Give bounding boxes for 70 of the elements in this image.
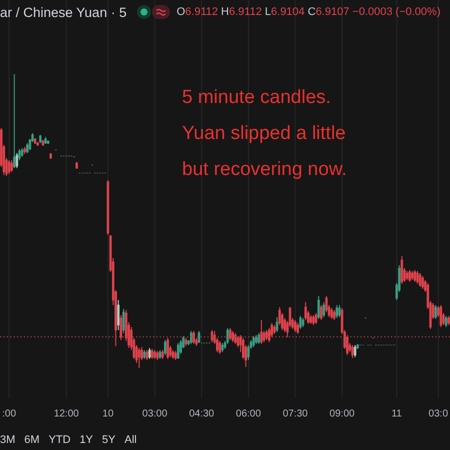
x-tick-label: 07:30 bbox=[282, 408, 308, 420]
candlestick bbox=[117, 300, 120, 331]
candlestick bbox=[418, 272, 422, 288]
text: 1Y bbox=[80, 434, 94, 447]
candlestick bbox=[232, 330, 234, 343]
candlestick bbox=[421, 275, 424, 290]
candlestick bbox=[218, 340, 221, 354]
candlestick bbox=[260, 320, 263, 344]
candlestick bbox=[336, 304, 338, 319]
candlestick bbox=[400, 255, 404, 284]
candlestick bbox=[13, 74, 16, 169]
candlestick bbox=[330, 308, 333, 320]
candlestick bbox=[229, 328, 232, 341]
candlestick bbox=[164, 340, 166, 356]
candlestick bbox=[354, 344, 356, 358]
candlestick bbox=[302, 318, 304, 328]
text: 6M bbox=[24, 434, 40, 447]
candlestick bbox=[448, 315, 450, 326]
x-tick-label: 03:00 bbox=[142, 408, 168, 420]
text: All bbox=[124, 434, 137, 447]
candlestick bbox=[221, 342, 224, 353]
chart-title: ar / Chinese Yuan · 5 bbox=[0, 4, 127, 20]
candlestick bbox=[408, 270, 411, 282]
candlestick bbox=[304, 302, 307, 321]
candlestick bbox=[322, 302, 326, 318]
candlestick bbox=[333, 310, 336, 321]
candlestick bbox=[414, 270, 416, 282]
text: 3M bbox=[0, 434, 16, 447]
candlestick bbox=[138, 348, 140, 368]
candlestick bbox=[296, 322, 300, 334]
candlestick bbox=[325, 295, 328, 313]
candlestick bbox=[176, 342, 180, 360]
candlestick bbox=[411, 270, 414, 281]
text: O6.9112 H6.9112 L6.9104 C6.9107 −0.0003 (−0.00%) bbox=[176, 6, 440, 18]
candlestick bbox=[434, 304, 437, 320]
candlestick bbox=[406, 270, 408, 281]
candlestick bbox=[16, 152, 18, 169]
candlestick bbox=[294, 320, 296, 333]
candlestick bbox=[174, 350, 177, 361]
candlestick bbox=[166, 338, 169, 360]
candlestick bbox=[278, 306, 281, 326]
x-tick-label: 11 bbox=[391, 408, 402, 420]
candlestick bbox=[265, 330, 268, 341]
candlestick bbox=[252, 335, 255, 348]
candlestick bbox=[156, 350, 159, 361]
x-tick-label: 03:0 bbox=[428, 408, 448, 420]
candlestick bbox=[270, 322, 274, 338]
x-tick-label: 10 bbox=[102, 408, 114, 420]
candlestick bbox=[192, 330, 195, 344]
x-tick-label: :00 bbox=[2, 408, 16, 420]
text: 5Y bbox=[102, 434, 116, 447]
candlestick bbox=[320, 304, 322, 321]
annotation: 5 minute candles. Yuan slipped a little but recovering now. bbox=[182, 86, 348, 182]
candlestick bbox=[10, 160, 13, 172]
candlestick bbox=[122, 308, 125, 334]
x-tick-label: 09:00 bbox=[330, 408, 355, 420]
candlestick bbox=[444, 315, 448, 328]
candlestick bbox=[299, 315, 302, 330]
candlestick bbox=[190, 330, 192, 344]
candlestick bbox=[150, 348, 154, 360]
candlestick bbox=[317, 295, 320, 320]
x-tick-label: 06:00 bbox=[236, 408, 262, 420]
x-tick-label: 12:00 bbox=[54, 408, 80, 420]
candlestick bbox=[440, 304, 442, 328]
x-tick-label: 04:30 bbox=[189, 408, 215, 420]
candlestick bbox=[8, 160, 10, 174]
candlestick bbox=[26, 142, 29, 154]
candlestick bbox=[148, 348, 151, 360]
candlestick bbox=[312, 314, 315, 326]
text: YTD bbox=[48, 434, 71, 447]
